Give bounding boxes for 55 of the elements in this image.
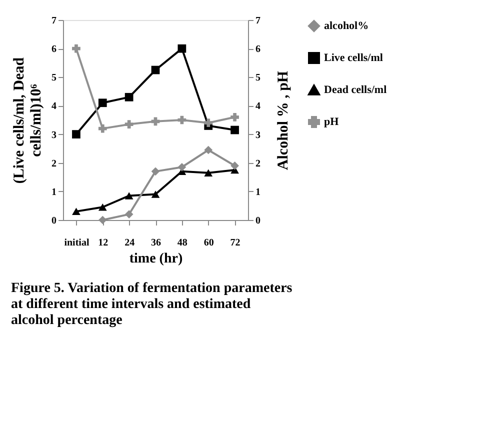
x-tick-label: 48	[177, 238, 188, 248]
point	[204, 169, 213, 176]
x-axis-title: time (hr)	[129, 252, 183, 266]
y-tick-label: 5	[52, 72, 56, 84]
point	[151, 190, 160, 198]
y2-tick-label: 6	[256, 44, 260, 56]
y-tick-label: 1	[52, 186, 56, 198]
y-tick-label: 7	[52, 16, 56, 26]
y-tick-label: 2	[52, 158, 56, 170]
y-tick-label: 3	[52, 130, 56, 141]
point	[98, 98, 107, 108]
point	[151, 66, 160, 74]
point	[124, 120, 134, 128]
y2-tick-label: 4	[256, 101, 260, 112]
y2-tick-label: 3	[256, 130, 260, 141]
y-tick-label: 6	[52, 44, 56, 56]
point	[72, 208, 80, 216]
point	[98, 216, 107, 224]
point	[178, 162, 186, 172]
point	[124, 92, 134, 102]
point	[178, 44, 186, 53]
x-tick-label: initial	[64, 238, 90, 248]
legend-label: Dead cells/ml	[324, 84, 387, 96]
y2-tick-label: 5	[256, 72, 260, 84]
y-tick-label: 4	[52, 101, 56, 112]
x-tick-label: 60	[204, 238, 214, 248]
x-tick-label: 24	[124, 238, 135, 248]
x-tick-label: 72	[230, 238, 240, 248]
x-tick-label: 12	[98, 238, 108, 248]
point	[72, 130, 80, 138]
y2-tick-label: 2	[256, 158, 260, 170]
point	[230, 162, 239, 170]
point	[230, 112, 239, 122]
y2-tick-label: 1	[256, 186, 260, 198]
caption: Figure 5. Variation of fermentation parameters at different time intervals and estimated alcohol percentage	[11, 281, 293, 328]
y-tick-label: 0	[52, 216, 56, 226]
point	[151, 167, 160, 176]
x-tick-label: 36	[151, 238, 161, 248]
legend-label: alcohol%	[324, 20, 369, 32]
point	[98, 124, 107, 133]
y-axis-title: (Live cells/ml, Dead cells/ml)10⁶	[12, 56, 44, 184]
point	[178, 116, 186, 124]
point	[124, 210, 134, 218]
legend-label: Live cells/ml	[324, 52, 383, 64]
y2-tick-label: 0	[256, 216, 260, 226]
point	[230, 126, 239, 134]
y2-axis-title: Alcohol % , pH	[276, 70, 292, 170]
legend-label: pH	[324, 116, 340, 128]
point	[98, 204, 107, 211]
point	[124, 192, 134, 200]
point	[204, 118, 213, 128]
point	[151, 117, 160, 126]
point	[72, 44, 80, 53]
y2-tick-label: 7	[256, 16, 260, 26]
point	[204, 146, 213, 154]
